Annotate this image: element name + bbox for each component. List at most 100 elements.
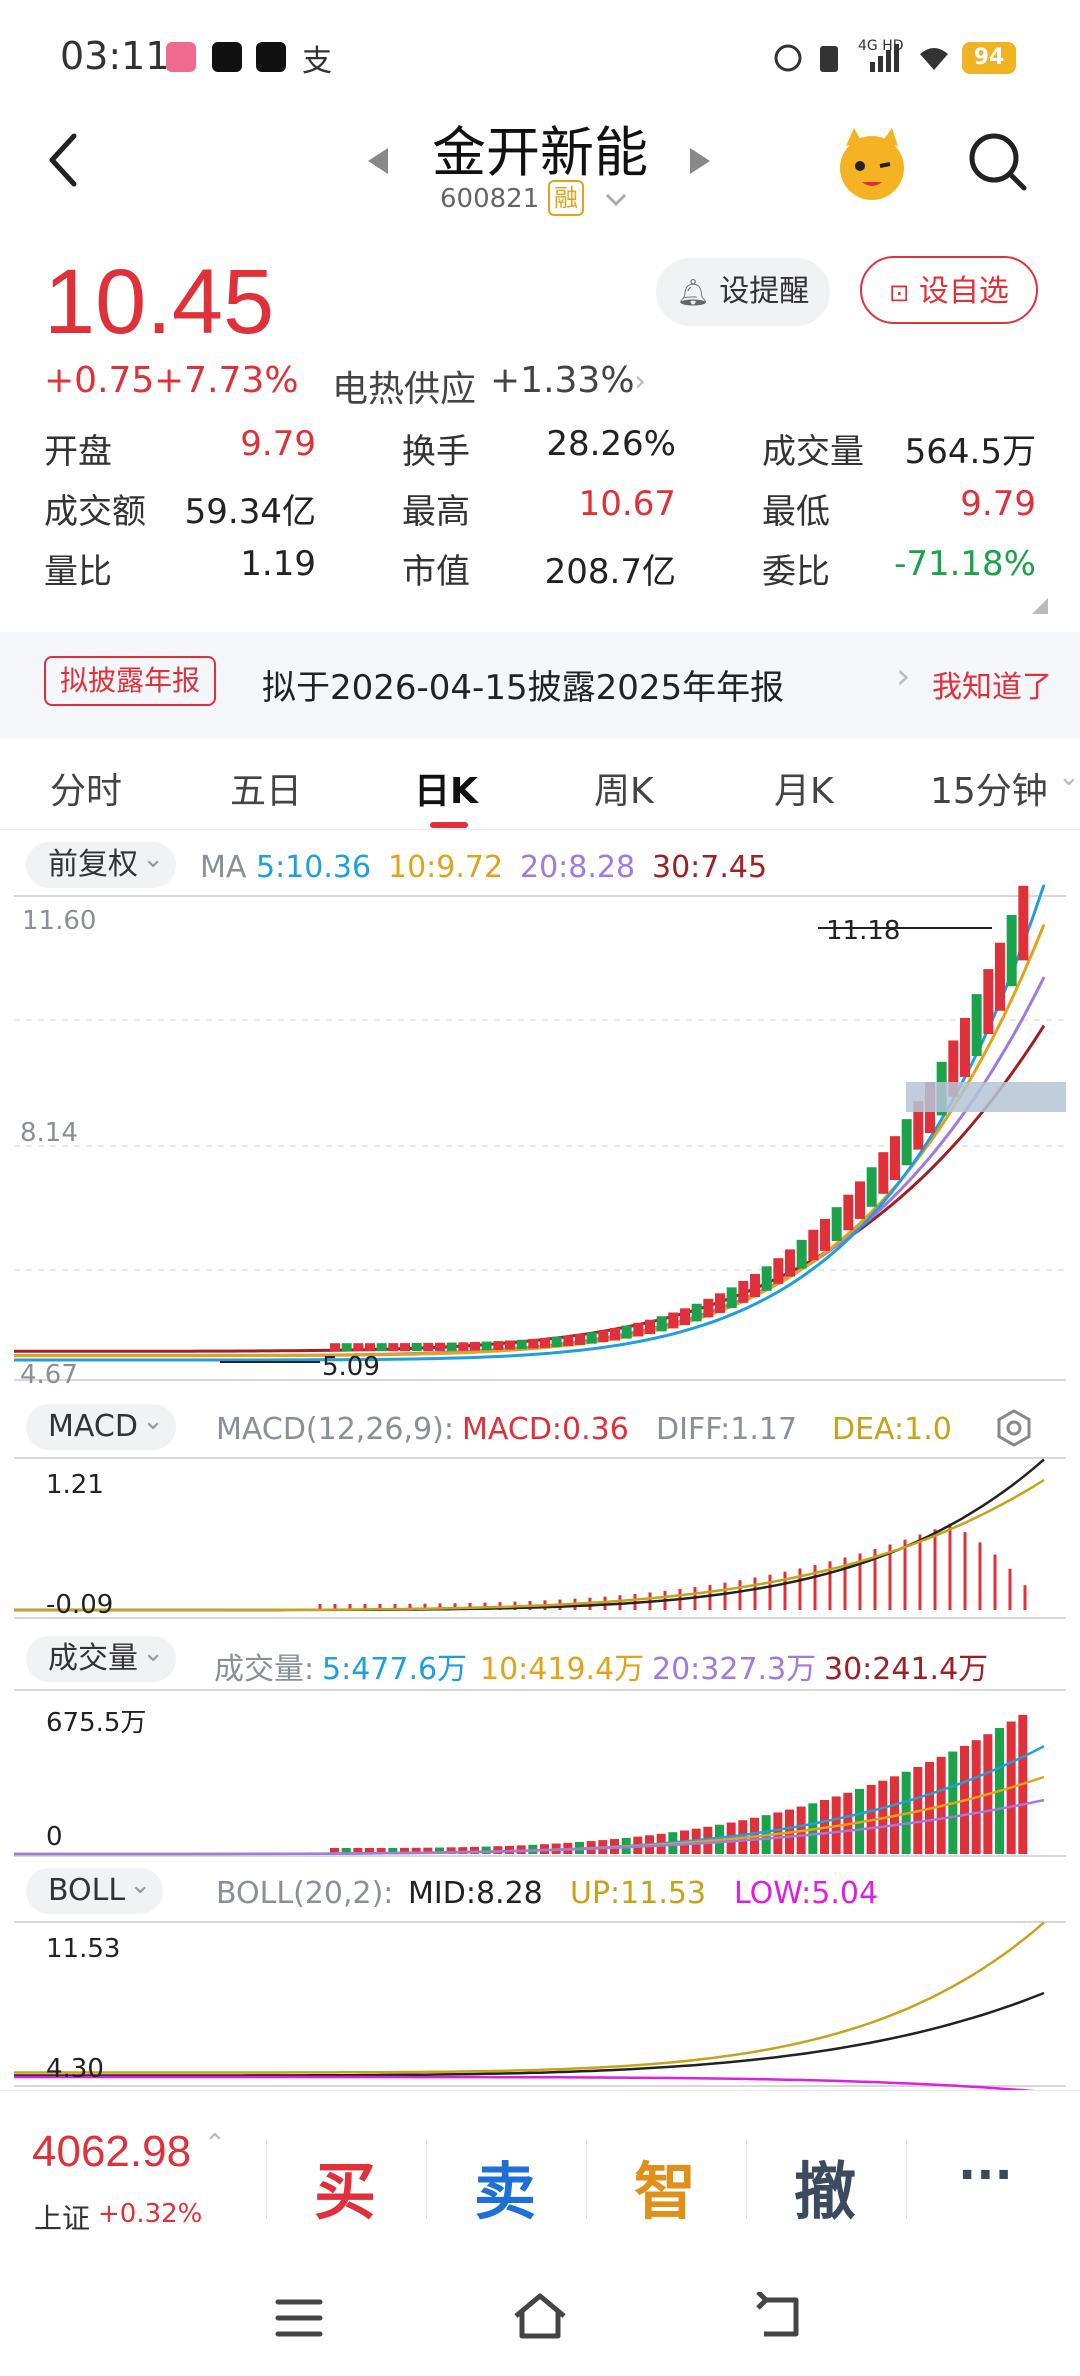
candle xyxy=(411,1343,422,1352)
candle xyxy=(995,942,1005,1011)
cancel-order-button[interactable]: 撤 xyxy=(794,2155,857,2228)
menu-icon[interactable] xyxy=(274,2296,324,2340)
volume-bar xyxy=(341,1847,351,1854)
stat-label: 成交额 xyxy=(44,492,146,532)
vol20-line xyxy=(14,1798,1045,1856)
mascot-icon[interactable] xyxy=(832,124,912,204)
buy-button[interactable]: 买 xyxy=(314,2155,377,2228)
back-icon[interactable] xyxy=(44,130,84,190)
settings-hexagon-icon[interactable] xyxy=(994,1408,1034,1448)
ma20-line xyxy=(14,976,1046,1358)
tab-15min[interactable]: 15分钟 xyxy=(930,771,1048,812)
smart-button[interactable]: 智 xyxy=(634,2155,697,2228)
price-change: +0.75 xyxy=(44,360,155,401)
kline-y-bottom: 4.67 xyxy=(20,1360,78,1390)
stat-label: 最低 xyxy=(762,492,830,532)
status-bar: 03:11 支 4G HD 94 xyxy=(0,0,1080,110)
stat-label: 换手 xyxy=(402,432,470,472)
candle xyxy=(808,1229,819,1261)
chevron-right-icon[interactable]: › xyxy=(634,364,646,399)
volume-selector[interactable]: 成交量 xyxy=(26,1630,176,1682)
kline-y-mid: 8.14 xyxy=(20,1118,78,1148)
candle xyxy=(645,1319,655,1335)
volume-indicator-row: 成交量 成交量: 5:477.6万 10:419.4万 20:327.3万 30… xyxy=(0,1630,1080,1690)
candle xyxy=(785,1249,795,1277)
stock-header: 金开新能 600821 融 xyxy=(0,100,1080,230)
volume-bar xyxy=(913,1766,923,1854)
candle xyxy=(493,1341,504,1350)
status-time: 03:11 xyxy=(60,34,170,78)
tab-weekly-k[interactable]: 周K xyxy=(594,771,654,812)
volume-bar xyxy=(715,1824,724,1854)
volume-label: 成交量: xyxy=(214,1652,315,1687)
sector-change[interactable]: +1.33% xyxy=(490,360,635,401)
macd-selector[interactable]: MACD xyxy=(26,1398,176,1450)
candle xyxy=(668,1312,679,1329)
sector-name[interactable]: 电热供应 xyxy=(332,369,477,410)
volume-bar xyxy=(470,1846,479,1854)
candle xyxy=(423,1342,434,1352)
dea-value: DEA:1.0 xyxy=(832,1412,952,1447)
notice-text[interactable]: 拟于2026-04-15披露2025年年报 xyxy=(262,668,785,708)
bell-icon: 🔔︎ xyxy=(676,278,710,308)
volume-bar xyxy=(435,1847,444,1854)
chevron-down-icon[interactable] xyxy=(604,192,628,208)
volume-bar xyxy=(878,1780,888,1854)
home-icon[interactable] xyxy=(510,2290,570,2342)
divider xyxy=(266,2139,267,2219)
stat-value: 10.67 xyxy=(578,484,676,524)
candle xyxy=(470,1341,480,1351)
volume-bar xyxy=(598,1840,608,1854)
set-alert-button[interactable]: 🔔︎ 设提醒 xyxy=(656,258,830,326)
tab-monthly-k[interactable]: 月K xyxy=(774,771,834,812)
candle xyxy=(680,1308,690,1326)
volume-bar xyxy=(540,1844,549,1854)
acknowledge-button[interactable]: 我知道了 xyxy=(932,670,1052,705)
chevron-down-icon[interactable]: ⌄ xyxy=(1058,762,1080,792)
vol5-line xyxy=(14,1745,1045,1856)
volume-bar xyxy=(446,1847,456,1854)
tab-daily-k[interactable]: 日K xyxy=(414,771,478,812)
volume-bar xyxy=(960,1745,969,1854)
more-button[interactable]: ··· xyxy=(958,2147,1013,2203)
back-nav-icon[interactable] xyxy=(752,2292,804,2340)
ma5-value: 5:10.36 xyxy=(256,850,372,885)
stat-label: 市值 xyxy=(402,552,470,592)
stock-name: 金开新能 xyxy=(432,121,648,184)
candle xyxy=(750,1273,760,1298)
bilibili-app-icon xyxy=(166,42,196,72)
divider xyxy=(586,2139,587,2219)
chevron-up-icon: ⌃ xyxy=(204,2129,226,2159)
expand-corner-icon[interactable] xyxy=(1030,596,1050,616)
candle xyxy=(528,1338,539,1349)
tab-intraday[interactable]: 分时 xyxy=(50,771,123,812)
signal-icon xyxy=(870,62,875,72)
tab-five-day[interactable]: 五日 xyxy=(230,771,303,812)
prev-stock-icon[interactable] xyxy=(366,146,390,176)
stat-value: 1.19 xyxy=(240,544,316,584)
search-icon[interactable] xyxy=(966,130,1030,194)
vol20-value: 20:327.3万 xyxy=(652,1652,817,1687)
boll-selector[interactable]: BOLL xyxy=(26,1862,164,1914)
volume-bar xyxy=(703,1826,713,1854)
add-favorite-button[interactable]: ⊡ 设自选 xyxy=(860,256,1038,324)
candle xyxy=(715,1293,725,1313)
sell-button[interactable]: 卖 xyxy=(474,2155,537,2228)
candle xyxy=(656,1316,667,1332)
candle xyxy=(505,1340,515,1350)
stat-value: -71.18% xyxy=(894,544,1036,584)
divider xyxy=(906,2139,907,2219)
divider xyxy=(426,2139,427,2219)
volume-bar xyxy=(586,1841,596,1854)
stat-value: 208.7亿 xyxy=(544,552,676,592)
candle xyxy=(960,1017,970,1077)
volume-bar xyxy=(761,1815,771,1854)
volume-bar xyxy=(855,1788,864,1854)
diff-line xyxy=(14,1458,1045,1612)
kline-indicator-row: 前复权 MA 5:10.36 10:9.72 20:8.28 30:7.45 xyxy=(0,836,1080,896)
margin-badge: 融 xyxy=(548,180,584,216)
candle xyxy=(936,1061,947,1116)
adjust-selector[interactable]: 前复权 xyxy=(26,836,176,888)
next-stock-icon[interactable] xyxy=(688,146,712,176)
